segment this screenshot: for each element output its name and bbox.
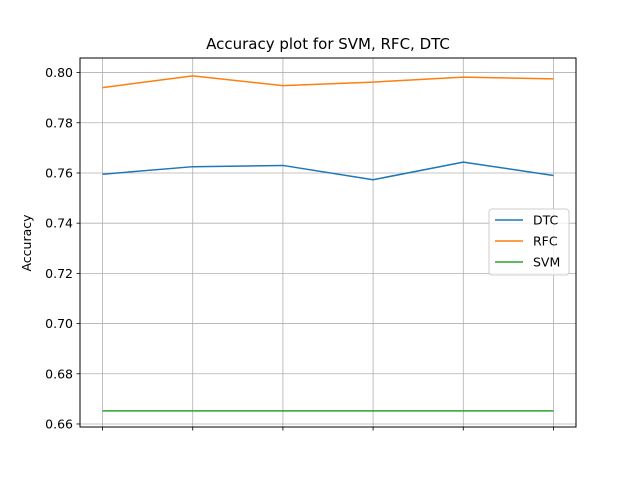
legend-box	[488, 208, 570, 276]
series-line-dtc	[102, 161, 554, 181]
series-lines	[102, 75, 554, 412]
legend-label-rfc: RFC	[533, 234, 558, 249]
y-tick-label: 0.70	[45, 316, 73, 331]
legend-label-dtc: DTC	[533, 213, 559, 228]
y-tick-label: 0.74	[45, 216, 73, 231]
y-axis-label: Accuracy	[19, 214, 34, 272]
axis-ticks: 0.66 0.68 0.70 0.72 0.74 0.76 0.78 0.80	[45, 65, 554, 431]
y-tick-label: 0.68	[45, 366, 73, 381]
chart-title: Accuracy plot for SVM, RFC, DTC	[206, 35, 450, 53]
y-tick-label: 0.76	[45, 165, 73, 180]
series-line-rfc	[102, 75, 554, 89]
y-tick-label: 0.66	[45, 416, 73, 431]
y-tick-label: 0.72	[45, 266, 73, 281]
y-tick-label: 0.78	[45, 115, 73, 130]
legend: DTC RFC SVM	[488, 208, 570, 276]
y-tick-label: 0.80	[45, 65, 73, 80]
plot-area-frame	[79, 57, 577, 428]
legend-label-svm: SVM	[533, 255, 560, 270]
